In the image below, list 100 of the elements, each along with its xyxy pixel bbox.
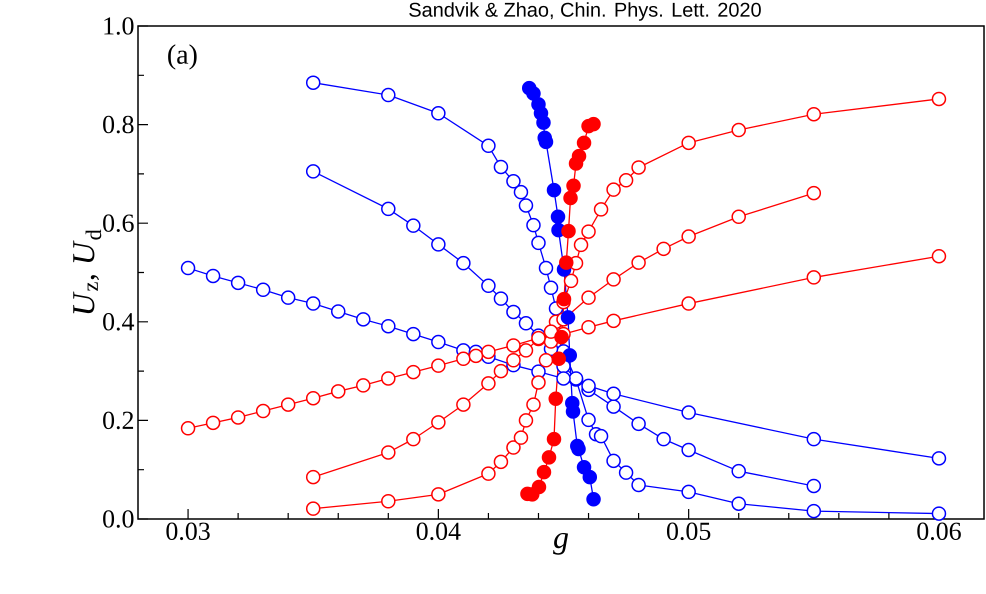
point <box>932 506 946 521</box>
point <box>576 460 592 474</box>
x-tick-label: 0.03 <box>166 522 210 540</box>
point <box>481 278 496 294</box>
point <box>481 138 496 154</box>
point <box>538 353 554 368</box>
point <box>681 442 696 458</box>
point <box>618 465 634 480</box>
x-axis-title: g <box>553 532 568 555</box>
point <box>431 237 446 252</box>
point <box>606 272 621 287</box>
point <box>932 92 946 106</box>
point <box>606 314 621 328</box>
point <box>536 115 551 130</box>
x-tick-label: 0.05 <box>666 522 710 540</box>
point <box>514 184 528 200</box>
y-tick-label: 0.8 <box>103 116 134 134</box>
point <box>631 478 646 492</box>
point <box>681 229 696 244</box>
point <box>230 276 246 290</box>
point <box>180 260 196 276</box>
x-tick-label: 0.04 <box>416 522 461 540</box>
point <box>566 178 581 193</box>
point <box>548 391 563 406</box>
point <box>542 450 556 465</box>
point <box>594 428 608 444</box>
point <box>806 478 822 494</box>
point <box>606 386 621 402</box>
point <box>536 464 552 480</box>
point <box>381 371 396 386</box>
point <box>381 494 396 508</box>
y-tick-label: 0.4 <box>103 312 134 331</box>
point <box>356 378 371 393</box>
point <box>606 182 621 197</box>
point <box>581 378 596 394</box>
point <box>526 397 541 412</box>
point <box>526 86 541 101</box>
point <box>306 501 320 516</box>
point <box>631 416 646 432</box>
point <box>606 399 621 414</box>
point <box>681 296 696 311</box>
point <box>481 344 496 360</box>
point <box>256 282 270 298</box>
y-tick-label: 0.6 <box>103 214 134 232</box>
point <box>806 432 822 446</box>
x-tick-label: 0.06 <box>917 522 961 540</box>
point <box>506 338 521 353</box>
point <box>518 198 534 213</box>
point <box>574 238 588 252</box>
point <box>431 487 446 502</box>
point <box>576 136 592 150</box>
point <box>456 397 471 412</box>
point <box>731 122 746 138</box>
point <box>550 210 566 224</box>
point <box>806 186 822 200</box>
point <box>431 358 446 373</box>
point <box>681 136 696 150</box>
point <box>806 504 822 518</box>
point <box>381 202 396 216</box>
point <box>581 320 596 334</box>
point <box>561 224 576 238</box>
point <box>556 292 572 306</box>
annotation: (a) <box>168 44 197 70</box>
point <box>532 480 546 494</box>
point <box>381 88 396 102</box>
point <box>552 352 566 366</box>
point <box>456 256 471 270</box>
point <box>431 106 446 121</box>
point <box>564 274 578 288</box>
point <box>456 352 471 366</box>
point <box>656 242 671 256</box>
point <box>554 330 569 344</box>
point <box>656 432 671 446</box>
point <box>572 148 586 164</box>
point <box>562 348 578 363</box>
y-tick-label: 0.2 <box>103 412 134 430</box>
point <box>559 255 574 270</box>
point <box>618 173 634 188</box>
point <box>631 160 646 175</box>
point <box>586 492 601 507</box>
point <box>531 236 546 250</box>
y-tick-label: 0.0 <box>103 510 134 528</box>
point <box>582 470 598 484</box>
point <box>631 255 646 270</box>
point <box>431 334 446 350</box>
point <box>581 224 596 239</box>
point <box>544 280 558 296</box>
point <box>280 397 296 412</box>
point <box>494 160 508 174</box>
point <box>206 416 220 430</box>
point <box>681 405 696 420</box>
point <box>731 464 746 478</box>
point <box>306 75 320 90</box>
point <box>381 318 396 334</box>
point <box>481 466 496 481</box>
point <box>468 348 484 364</box>
point <box>330 304 346 319</box>
point <box>494 291 508 306</box>
point <box>280 290 296 305</box>
point <box>731 210 746 224</box>
